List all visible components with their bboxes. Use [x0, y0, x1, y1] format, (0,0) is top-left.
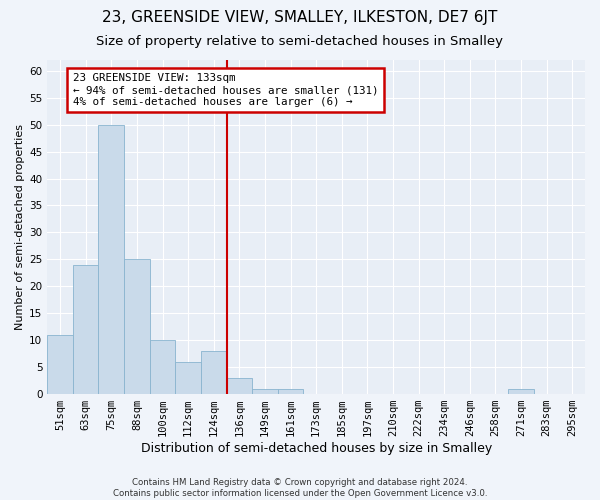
X-axis label: Distribution of semi-detached houses by size in Smalley: Distribution of semi-detached houses by … — [140, 442, 492, 455]
Bar — [98, 124, 124, 394]
Bar — [150, 340, 175, 394]
Bar — [508, 388, 534, 394]
Bar — [278, 388, 304, 394]
Bar — [47, 335, 73, 394]
Bar — [175, 362, 201, 394]
Bar — [252, 388, 278, 394]
Bar — [227, 378, 252, 394]
Text: 23, GREENSIDE VIEW, SMALLEY, ILKESTON, DE7 6JT: 23, GREENSIDE VIEW, SMALLEY, ILKESTON, D… — [103, 10, 497, 25]
Text: 23 GREENSIDE VIEW: 133sqm
← 94% of semi-detached houses are smaller (131)
4% of : 23 GREENSIDE VIEW: 133sqm ← 94% of semi-… — [73, 74, 379, 106]
Bar — [73, 265, 98, 394]
Bar — [201, 351, 227, 394]
Text: Size of property relative to semi-detached houses in Smalley: Size of property relative to semi-detach… — [97, 35, 503, 48]
Bar — [124, 260, 150, 394]
Text: Contains HM Land Registry data © Crown copyright and database right 2024.
Contai: Contains HM Land Registry data © Crown c… — [113, 478, 487, 498]
Y-axis label: Number of semi-detached properties: Number of semi-detached properties — [15, 124, 25, 330]
